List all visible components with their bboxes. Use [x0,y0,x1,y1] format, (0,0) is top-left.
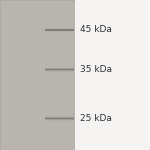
Bar [45,67,74,68]
Bar [45,72,74,73]
Bar [45,117,74,118]
Bar [45,70,74,71]
Bar [45,118,74,119]
Bar [45,30,74,31]
Bar [45,116,74,117]
Text: 45 kDa: 45 kDa [80,26,111,34]
Bar [45,117,74,118]
Bar [45,29,74,30]
Bar [45,26,74,27]
Bar [0,0,75,150]
Bar [45,33,74,34]
Bar [45,121,74,122]
Bar [45,26,74,27]
Bar [45,30,74,31]
Bar [45,120,74,121]
Bar [45,67,74,68]
Bar [45,32,74,33]
Bar [45,31,74,32]
Bar [45,28,74,29]
Bar [45,119,74,120]
Bar [45,32,74,33]
Bar [45,115,74,116]
Bar [45,120,74,121]
Bar [45,28,74,29]
Bar [45,122,74,123]
Bar [45,71,74,72]
Bar [45,65,74,66]
Bar [45,69,74,70]
Text: 35 kDa: 35 kDa [80,65,111,74]
Bar [45,69,74,70]
Text: 25 kDa: 25 kDa [80,114,111,123]
Bar [75,0,150,150]
Bar [45,66,74,67]
Bar [45,27,74,28]
Bar [45,68,74,69]
Bar [45,114,74,115]
Bar [45,73,74,74]
